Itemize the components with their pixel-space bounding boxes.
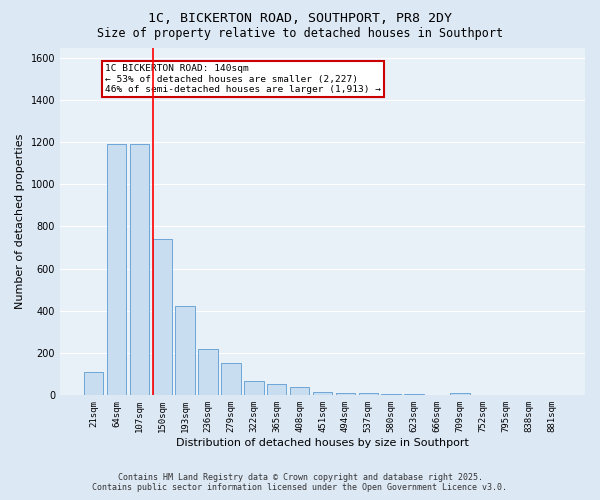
- Bar: [359, 394, 378, 395]
- Bar: [382, 394, 401, 395]
- Bar: [130, 144, 149, 395]
- Bar: [221, 364, 241, 395]
- Text: 1C BICKERTON ROAD: 140sqm
← 53% of detached houses are smaller (2,227)
46% of se: 1C BICKERTON ROAD: 140sqm ← 53% of detac…: [105, 64, 381, 94]
- Bar: [404, 394, 424, 395]
- Bar: [244, 381, 263, 395]
- Bar: [152, 239, 172, 395]
- Bar: [199, 348, 218, 395]
- Bar: [290, 388, 310, 395]
- Bar: [335, 392, 355, 395]
- Bar: [313, 392, 332, 395]
- Bar: [175, 306, 195, 395]
- Bar: [107, 144, 126, 395]
- Text: Contains HM Land Registry data © Crown copyright and database right 2025.
Contai: Contains HM Land Registry data © Crown c…: [92, 473, 508, 492]
- Bar: [267, 384, 286, 395]
- Bar: [450, 392, 470, 395]
- Bar: [84, 372, 103, 395]
- X-axis label: Distribution of detached houses by size in Southport: Distribution of detached houses by size …: [176, 438, 469, 448]
- Text: Size of property relative to detached houses in Southport: Size of property relative to detached ho…: [97, 28, 503, 40]
- Text: 1C, BICKERTON ROAD, SOUTHPORT, PR8 2DY: 1C, BICKERTON ROAD, SOUTHPORT, PR8 2DY: [148, 12, 452, 26]
- Y-axis label: Number of detached properties: Number of detached properties: [15, 134, 25, 309]
